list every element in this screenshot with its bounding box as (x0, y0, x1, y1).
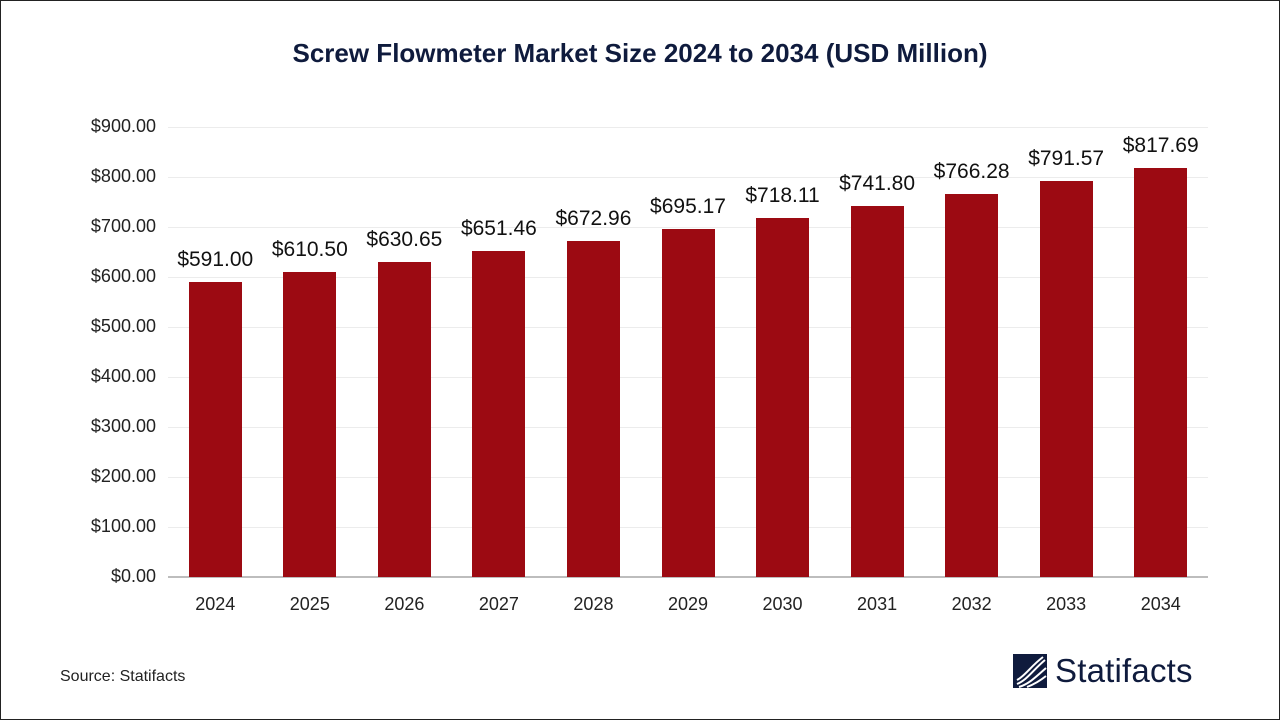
x-tick-label: 2025 (289, 594, 330, 614)
bar-2024 (188, 281, 242, 577)
y-tick-label: $600.00 (90, 266, 156, 286)
statifacts-logo: Statifacts (1013, 652, 1193, 690)
x-tick-label: 2031 (857, 594, 898, 614)
bar-2029 (661, 229, 715, 577)
x-tick-label: 2027 (478, 594, 519, 614)
bar-2026 (377, 261, 431, 577)
bar-2030 (756, 217, 810, 577)
y-tick-label: $800.00 (90, 166, 156, 186)
bar-2031 (850, 206, 904, 577)
gridline (168, 227, 1208, 228)
value-label: $672.96 (555, 206, 632, 230)
x-tick-label: 2024 (195, 594, 236, 614)
chart-title: Screw Flowmeter Market Size 2024 to 2034… (292, 38, 988, 68)
value-label: $591.00 (177, 247, 254, 271)
logo-text: Statifacts (1055, 652, 1193, 689)
x-tick-label: 2028 (573, 594, 614, 614)
x-axis-line (168, 576, 1208, 578)
bar-2034 (1134, 168, 1188, 577)
gridline (168, 177, 1208, 178)
value-label: $766.28 (933, 159, 1010, 183)
value-label: $791.57 (1028, 147, 1105, 171)
value-label: $718.11 (745, 183, 820, 207)
source-note: Source: Statifacts (60, 668, 186, 685)
bar-2027 (472, 251, 526, 577)
y-tick-label: $0.00 (110, 566, 156, 586)
gridline (168, 127, 1208, 128)
y-tick-label: $100.00 (90, 516, 156, 536)
y-tick-label: $500.00 (90, 316, 156, 336)
x-tick-label: 2034 (1140, 594, 1181, 614)
statifacts-logo-icon (1013, 654, 1047, 688)
bar-2032 (945, 193, 999, 577)
value-label: $630.65 (366, 227, 443, 251)
value-label: $741.80 (839, 172, 916, 196)
x-tick-label: 2033 (1046, 594, 1087, 614)
y-tick-label: $700.00 (90, 216, 156, 236)
y-tick-label: $900.00 (90, 116, 156, 136)
x-tick-label: 2026 (384, 594, 425, 614)
x-tick-label: 2029 (667, 594, 709, 614)
y-tick-label: $400.00 (90, 366, 156, 386)
x-tick-label: 2030 (762, 594, 803, 614)
y-tick-label: $300.00 (90, 416, 156, 436)
bar-2028 (566, 240, 620, 577)
x-tick-label: 2032 (951, 594, 992, 614)
bar-2033 (1039, 181, 1093, 577)
plot-area: $591.00 2024 $610.50 2025 $630.65 2026 $651.46… (168, 127, 1208, 614)
y-tick-label: $200.00 (90, 466, 156, 486)
value-label: $695.17 (650, 195, 726, 219)
bar-2025 (283, 271, 337, 577)
value-label: $817.69 (1122, 134, 1199, 158)
value-label: $651.46 (460, 217, 537, 241)
value-label: $610.50 (271, 237, 348, 261)
